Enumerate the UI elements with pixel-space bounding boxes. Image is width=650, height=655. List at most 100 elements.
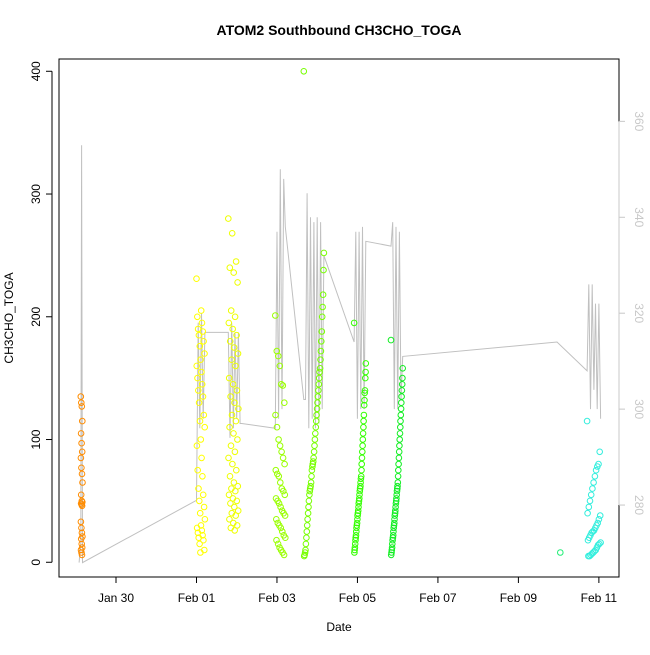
- data-point: [350, 319, 358, 327]
- data-point: [79, 479, 86, 486]
- data-point: [318, 313, 326, 321]
- x-axis-label: Date: [326, 620, 352, 634]
- data-point: [388, 544, 396, 551]
- data-point: [360, 401, 368, 409]
- data-point: [354, 516, 361, 523]
- data-point: [387, 551, 395, 559]
- data-point: [77, 535, 85, 543]
- data-point: [594, 463, 601, 470]
- data-point: [201, 516, 209, 523]
- data-point: [317, 347, 325, 355]
- data-point: [359, 442, 366, 450]
- data-point: [356, 495, 363, 502]
- data-point: [230, 344, 238, 351]
- data-point: [399, 374, 406, 382]
- data-point: [391, 516, 398, 523]
- data-point: [281, 460, 288, 468]
- data-point: [226, 473, 234, 480]
- data-point: [78, 399, 85, 407]
- data-point: [591, 473, 599, 480]
- data-point: [231, 503, 238, 511]
- data-point: [225, 491, 233, 499]
- data-point: [231, 313, 239, 321]
- data-point: [390, 524, 398, 532]
- data-point: [316, 368, 323, 376]
- data-point: [277, 503, 284, 511]
- data-point: [394, 482, 401, 490]
- data-point: [355, 500, 363, 507]
- data-point: [200, 536, 207, 544]
- data-point: [200, 503, 208, 511]
- data-point: [359, 430, 367, 437]
- data-point: [231, 399, 238, 407]
- data-point: [596, 448, 604, 456]
- data-point: [235, 405, 242, 413]
- data-point: [361, 389, 369, 397]
- point-layer: [77, 68, 604, 560]
- data-point: [314, 393, 322, 400]
- data-point: [353, 522, 361, 529]
- data-point: [353, 524, 360, 532]
- data-point: [230, 269, 237, 276]
- data-point: [232, 417, 240, 425]
- data-point: [78, 439, 85, 447]
- data-point: [356, 491, 363, 499]
- data-point: [360, 411, 368, 419]
- data-point: [232, 258, 240, 265]
- data-point: [197, 436, 205, 443]
- data-point: [226, 423, 233, 431]
- data-point: [231, 448, 239, 456]
- data-point: [275, 352, 282, 360]
- data-point: [354, 512, 361, 519]
- data-point: [584, 509, 591, 517]
- data-point: [77, 491, 85, 499]
- data-point: [272, 312, 279, 319]
- data-point: [585, 503, 593, 511]
- data-point: [279, 382, 287, 389]
- data-point: [306, 491, 313, 499]
- data-point: [306, 487, 314, 495]
- data-point: [233, 497, 241, 505]
- data-point: [592, 466, 600, 474]
- data-point: [396, 436, 404, 443]
- data-point: [583, 417, 591, 425]
- x-axis-tick-label: Jan 30: [98, 591, 134, 605]
- data-point: [197, 356, 204, 364]
- data-point: [320, 266, 327, 274]
- data-point: [310, 448, 318, 456]
- data-point: [312, 423, 320, 431]
- data-point: [195, 331, 203, 339]
- left-axis-tick-label: 300: [29, 184, 43, 204]
- right-axis-tick-label: 320: [632, 303, 646, 323]
- data-point: [352, 536, 359, 544]
- data-point: [300, 552, 308, 560]
- data-point: [78, 549, 85, 556]
- left-axis-tick-label: 400: [29, 61, 43, 81]
- data-point: [279, 528, 286, 535]
- data-point: [586, 497, 594, 505]
- data-point: [229, 325, 236, 333]
- data-point: [397, 405, 405, 413]
- data-point: [227, 442, 235, 450]
- data-point: [395, 460, 402, 468]
- data-point: [303, 534, 310, 542]
- x-axis: Jan 30 Feb 01 Feb 03 Feb 05 Feb 07 Feb 09 Feb …: [98, 576, 617, 605]
- data-point: [353, 519, 361, 527]
- data-point: [355, 503, 362, 511]
- x-axis-tick-label: Feb 01: [178, 591, 216, 605]
- x-axis-tick-label: Feb 03: [258, 591, 296, 605]
- data-point: [388, 549, 395, 556]
- data-point: [351, 549, 358, 556]
- data-point: [357, 482, 364, 490]
- line-layer: [78, 145, 602, 564]
- data-point: [79, 417, 86, 425]
- data-point: [277, 524, 285, 532]
- data-point: [388, 546, 396, 554]
- data-point: [354, 509, 362, 517]
- data-point: [281, 512, 289, 519]
- data-point: [225, 215, 232, 222]
- data-point: [319, 303, 326, 311]
- data-point: [304, 509, 312, 517]
- right-axis-tick-label: 300: [632, 399, 646, 419]
- data-point: [361, 387, 369, 394]
